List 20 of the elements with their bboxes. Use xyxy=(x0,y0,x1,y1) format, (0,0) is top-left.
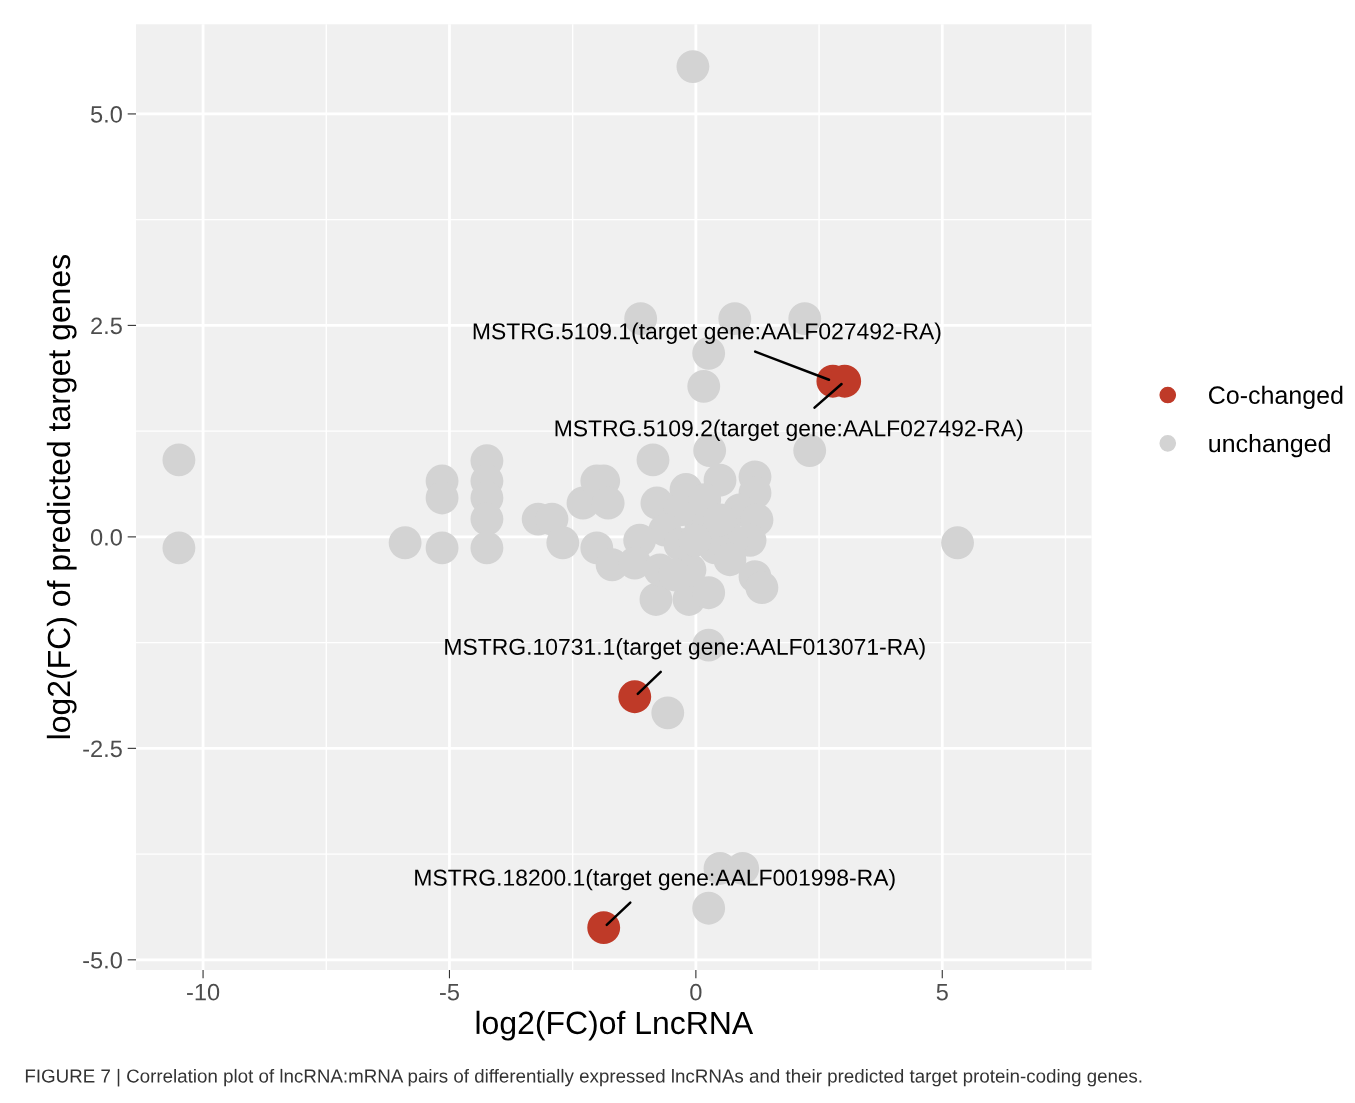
legend-label: unchanged xyxy=(1209,433,1330,458)
x-tick-label: 0 xyxy=(690,983,702,1001)
y-axis-title: log2(FC) of predicted target genes xyxy=(46,254,77,739)
x-tick-label: 5 xyxy=(936,984,948,1001)
annotation: MSTRG.18200.1(target gene:AALF001998-RA) xyxy=(415,869,895,891)
annotation: MSTRG.10731.1(target gene:AALF013071-RA) xyxy=(445,638,925,660)
y-tick-label: 5.0 xyxy=(90,106,122,123)
x-tick-label: -5 xyxy=(440,984,459,1001)
x-axis-title: log2(FC)of LncRNA xyxy=(476,1010,754,1041)
y-tick-label: -2.5 xyxy=(83,740,122,758)
y-tick-label: 0.0 xyxy=(90,528,122,546)
y-tick-label: -5.0 xyxy=(83,951,122,969)
point xyxy=(587,911,621,945)
point xyxy=(618,680,652,714)
x-tick-label: -10 xyxy=(187,983,220,1001)
y-tick-label: 2.5 xyxy=(91,317,122,335)
annotation: MSTRG.5109.1(target gene:AALF027492-RA) xyxy=(473,322,941,344)
annotation: MSTRG.5109.2(target gene:AALF027492-RA) xyxy=(555,419,1023,441)
legend-label: Co-changed xyxy=(1209,385,1343,409)
caption: FIGURE 7 | Correlation plot of lncRNA:mRNA pairs of differentially expressed lncRNAs and their predicted target protein-coding genes. xyxy=(25,1068,1142,1087)
